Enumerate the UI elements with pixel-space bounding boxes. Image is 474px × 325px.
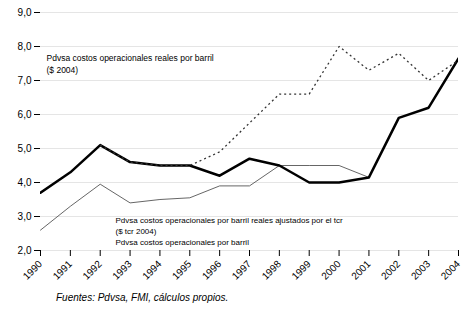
svg-text:2,0: 2,0	[18, 245, 32, 256]
svg-text:2003: 2003	[409, 258, 433, 282]
svg-text:($ 2004): ($ 2004)	[47, 65, 79, 75]
svg-text:1995: 1995	[170, 258, 194, 282]
svg-text:1992: 1992	[80, 258, 104, 282]
svg-text:2001: 2001	[349, 258, 373, 282]
svg-text:($ tcr 2004): ($ tcr 2004)	[116, 227, 157, 236]
svg-text:9,0: 9,0	[18, 7, 32, 18]
svg-text:1994: 1994	[140, 258, 164, 282]
svg-text:2000: 2000	[319, 258, 343, 282]
svg-text:7,0: 7,0	[18, 75, 32, 86]
svg-text:Pdvsa costos operacionales rea: Pdvsa costos operacionales reales por ba…	[47, 53, 214, 63]
svg-text:2002: 2002	[379, 258, 403, 282]
svg-text:8,0: 8,0	[18, 41, 32, 52]
svg-text:5,0: 5,0	[18, 143, 32, 154]
html-text:Fuentes: Pdvsa, FMI, cálculos: Fuentes: Pdvsa, FMI, cálculos propios.	[56, 292, 229, 303]
svg-text:3,0: 3,0	[18, 211, 32, 222]
svg-text:Pdvsa costos operacionales por: Pdvsa costos operacionales por barril	[116, 238, 250, 247]
svg-text:1996: 1996	[200, 258, 224, 282]
svg-text:6,0: 6,0	[18, 109, 32, 120]
svg-text:2004: 2004	[439, 258, 463, 282]
svg-text:Pdvsa costos operacionales por: Pdvsa costos operacionales por barril re…	[116, 216, 344, 225]
svg-text:1991: 1991	[51, 258, 75, 282]
svg-text:1990: 1990	[21, 258, 45, 282]
svg-text:1999: 1999	[289, 258, 313, 282]
svg-text:1997: 1997	[230, 258, 254, 282]
svg-text:1998: 1998	[260, 258, 284, 282]
svg-text:1993: 1993	[110, 258, 134, 282]
svg-text:4,0: 4,0	[18, 177, 32, 188]
